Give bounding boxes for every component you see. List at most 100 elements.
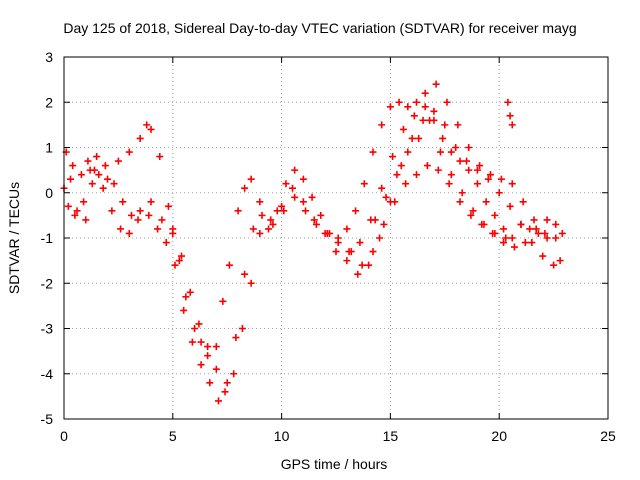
data-point [171,261,179,269]
data-point [410,112,418,120]
y-tick-labels: -5 -4 -3 -2 -1 0 1 2 3 [41,49,54,427]
data-point [332,248,340,256]
data-point [147,125,155,133]
data-point [299,175,307,183]
data-point [154,225,162,233]
data-point [258,211,266,219]
data-point [93,153,101,161]
data-point [526,225,534,233]
data-point [247,279,255,287]
y-tick-label: -5 [41,411,54,427]
series-track-d [371,98,516,242]
x-tick-label: 10 [274,428,290,444]
data-point [391,198,399,206]
data-point [241,270,249,278]
data-point [415,134,423,142]
data-point [99,184,107,192]
data-point [143,121,151,129]
data-point [421,89,429,97]
series-track-c [62,80,560,405]
data-point [454,121,462,129]
data-point [73,207,81,215]
data-point [463,157,471,165]
data-point [182,293,190,301]
data-point [519,198,527,206]
data-point [486,171,494,179]
data-point [489,229,497,237]
data-point [299,198,307,206]
data-point [108,207,116,215]
data-point [282,180,290,188]
data-point [256,229,264,237]
data-point [164,202,172,210]
data-point [534,229,542,237]
data-point [473,166,481,174]
data-point [443,98,451,106]
data-point [169,229,177,237]
data-point [465,144,473,151]
series-track-e [347,162,551,269]
data-point [369,248,377,256]
data-point [484,175,492,183]
data-point [500,239,508,247]
data-point [356,239,364,247]
data-point [426,116,434,124]
data-point [550,261,558,269]
data-point [539,252,547,260]
data-point [214,397,222,405]
data-point [502,234,510,242]
data-point [88,180,96,188]
data-point [308,193,316,201]
data-point [241,184,249,192]
data-point [408,134,416,142]
data-point [334,239,342,247]
data-point [521,239,529,247]
data-point [395,98,403,106]
data-point [178,252,186,260]
data-point [365,261,373,269]
data-point [482,198,490,206]
data-point [136,134,144,142]
data-point [273,207,281,215]
data-point [456,157,464,165]
data-point [197,361,205,369]
data-point [445,180,453,188]
data-point [508,234,516,242]
data-point [117,225,125,233]
data-point [191,325,199,332]
data-point [432,80,440,88]
data-point [532,225,540,233]
data-point [376,234,384,242]
data-point [456,198,464,206]
data-point [212,343,220,351]
data-point [447,171,455,179]
data-point [467,211,475,219]
data-point [312,220,320,228]
data-point [430,107,438,115]
data-point [288,184,296,192]
data-point [204,352,212,360]
y-tick-label: 2 [45,94,53,110]
x-tick-label: 0 [60,428,68,444]
x-axis-label: GPS time / hours [281,456,388,472]
data-point [552,234,560,242]
data-point [347,248,355,256]
data-point [238,325,246,332]
data-point [291,193,299,201]
x-tick-label: 5 [169,428,177,444]
data-point [495,189,503,197]
data-point [158,216,166,224]
x-tick-label: 20 [491,428,507,444]
data-point [71,211,79,219]
data-point [458,189,466,197]
data-point [404,103,412,111]
data-point [84,157,92,165]
data-point [419,116,427,124]
data-point [323,229,331,237]
data-point [147,198,155,206]
data-point [343,257,351,265]
data-point [127,211,135,219]
data-point [247,175,255,183]
x-tick-label: 25 [600,428,616,444]
y-tick-label: 1 [45,140,53,156]
